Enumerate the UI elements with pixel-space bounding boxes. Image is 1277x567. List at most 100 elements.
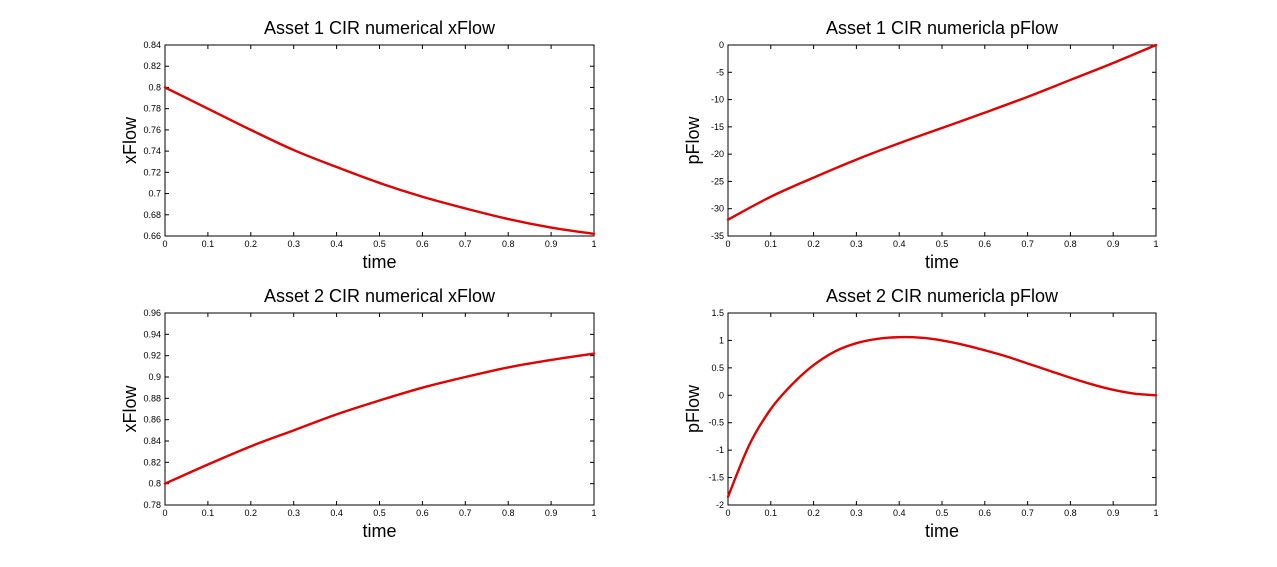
- y-tick-label: 0.7: [148, 189, 161, 199]
- x-tick-label: 0.3: [287, 508, 300, 518]
- y-tick-label: 0.78: [143, 104, 161, 114]
- y-tick-label: 1: [719, 335, 724, 345]
- y-tick-label: 0.86: [143, 415, 161, 425]
- x-tick-label: 0.6: [979, 239, 992, 249]
- y-axis-label: pFlow: [683, 115, 703, 164]
- y-tick-label: -2: [716, 500, 724, 510]
- x-tick-label: 1: [591, 508, 596, 518]
- x-tick-label: 1: [1153, 508, 1158, 518]
- chart-asset1-xflow: Asset 1 CIR numerical xFlow time xFlow 0…: [120, 18, 597, 272]
- x-tick-label: 0.9: [1107, 239, 1120, 249]
- series-line: [726, 335, 1158, 498]
- y-axis-label: xFlow: [120, 116, 140, 164]
- y-tick-label: -10: [711, 95, 724, 105]
- x-tick-label: 0.4: [330, 239, 343, 249]
- x-tick-label: 0.5: [936, 508, 949, 518]
- y-tick-label: -15: [711, 122, 724, 132]
- y-tick-label: 0: [719, 390, 724, 400]
- x-tick-label: 0.3: [850, 508, 863, 518]
- x-tick-label: 0: [162, 508, 167, 518]
- x-axis-label: time: [925, 252, 959, 272]
- y-tick-label: 0.94: [143, 329, 161, 339]
- y-tick-label: -25: [711, 176, 724, 186]
- x-tick-label: 0.9: [545, 508, 558, 518]
- y-axis-label: xFlow: [120, 385, 140, 433]
- chart-title: Asset 1 CIR numericla pFlow: [826, 18, 1059, 38]
- x-tick-label: 0.7: [1021, 239, 1034, 249]
- series-line: [163, 86, 596, 236]
- x-tick-label: 0.6: [416, 239, 429, 249]
- y-tick-label: -5: [716, 67, 724, 77]
- y-tick-label: 0.82: [143, 61, 161, 71]
- y-tick-label: -0.5: [708, 418, 724, 428]
- x-axis-label: time: [362, 521, 396, 541]
- x-tick-label: 0.8: [502, 239, 515, 249]
- x-tick-label: 1: [1153, 239, 1158, 249]
- y-tick-label: 0.84: [143, 436, 161, 446]
- y-tick-label: 0.82: [143, 457, 161, 467]
- chart-asset2-pflow: Asset 2 CIR numericla pFlow time pFlow 0…: [683, 286, 1159, 541]
- x-tick-label: 0.5: [936, 239, 949, 249]
- x-tick-label: 0.8: [502, 508, 515, 518]
- y-tick-label: -20: [711, 149, 724, 159]
- x-tick-label: 0: [162, 239, 167, 249]
- x-axis-label: time: [925, 521, 959, 541]
- y-tick-label: 0.96: [143, 308, 161, 318]
- y-tick-label: 0.76: [143, 125, 161, 135]
- x-tick-label: 0.2: [807, 239, 820, 249]
- x-tick-label: 0.8: [1064, 508, 1077, 518]
- chart-asset1-pflow: Asset 1 CIR numericla pFlow time pFlow 0…: [683, 18, 1159, 272]
- chart-title: Asset 2 CIR numerical xFlow: [264, 286, 496, 306]
- y-axis-label: pFlow: [683, 384, 703, 433]
- y-tick-label: -30: [711, 204, 724, 214]
- x-tick-label: 0.7: [459, 508, 472, 518]
- x-tick-label: 0.4: [330, 508, 343, 518]
- series-line: [726, 43, 1158, 221]
- y-tick-label: -1: [716, 445, 724, 455]
- x-tick-label: 0.6: [979, 508, 992, 518]
- plot-area: [165, 45, 594, 236]
- y-tick-label: 0.92: [143, 351, 161, 361]
- y-tick-label: 0.66: [143, 231, 161, 241]
- x-tick-label: 0: [725, 508, 730, 518]
- y-tick-label: 0.68: [143, 210, 161, 220]
- y-tick-label: 0.74: [143, 146, 161, 156]
- x-tick-label: 0.3: [850, 239, 863, 249]
- y-tick-label: 0: [719, 40, 724, 50]
- x-tick-label: 0.5: [373, 508, 386, 518]
- y-tick-label: 0.72: [143, 167, 161, 177]
- plot-area: [165, 313, 594, 505]
- y-tick-label: 0.78: [143, 500, 161, 510]
- y-tick-label: 0.8: [148, 82, 161, 92]
- y-tick-label: -35: [711, 231, 724, 241]
- x-tick-label: 0.4: [893, 239, 906, 249]
- x-tick-label: 0.1: [765, 239, 778, 249]
- x-tick-label: 0.9: [545, 239, 558, 249]
- x-tick-label: 1: [591, 239, 596, 249]
- plot-area: [728, 313, 1156, 505]
- y-tick-label: 0.9: [148, 372, 161, 382]
- x-tick-label: 0.1: [202, 508, 215, 518]
- chart-asset2-xflow: Asset 2 CIR numerical xFlow time xFlow 0…: [120, 286, 597, 541]
- x-tick-label: 0.3: [287, 239, 300, 249]
- x-tick-label: 0.7: [1021, 508, 1034, 518]
- x-tick-label: 0: [725, 239, 730, 249]
- x-tick-label: 0.1: [765, 508, 778, 518]
- x-tick-label: 0.8: [1064, 239, 1077, 249]
- x-tick-label: 0.2: [807, 508, 820, 518]
- x-tick-label: 0.4: [893, 508, 906, 518]
- y-tick-label: 0.8: [148, 479, 161, 489]
- x-tick-label: 0.2: [245, 508, 258, 518]
- x-tick-label: 0.1: [202, 239, 215, 249]
- chart-title: Asset 1 CIR numerical xFlow: [264, 18, 496, 38]
- x-tick-label: 0.5: [373, 239, 386, 249]
- y-tick-label: 0.84: [143, 40, 161, 50]
- plot-area: [728, 45, 1156, 236]
- y-tick-label: -1.5: [708, 473, 724, 483]
- y-tick-label: 0.5: [711, 363, 724, 373]
- x-axis-label: time: [362, 252, 396, 272]
- x-tick-label: 0.9: [1107, 508, 1120, 518]
- x-tick-label: 0.7: [459, 239, 472, 249]
- y-tick-label: 1.5: [711, 308, 724, 318]
